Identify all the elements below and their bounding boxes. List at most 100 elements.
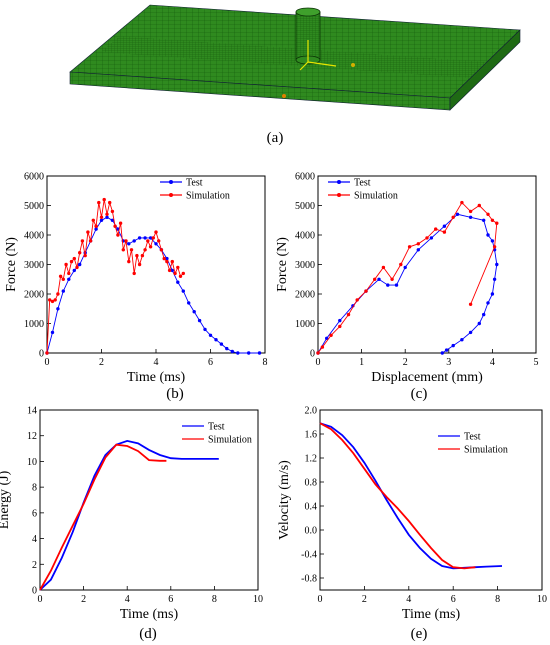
data-point-test	[78, 262, 82, 267]
data-point-simulation	[373, 277, 377, 281]
data-point-simulation	[91, 218, 96, 222]
x-tick-label: 8	[495, 594, 500, 605]
x-tick-label: 0	[38, 594, 43, 605]
data-point-simulation	[110, 209, 115, 214]
x-tick-label: 1	[359, 357, 364, 368]
data-point-simulation	[108, 200, 112, 205]
x-tick-label: 6	[208, 357, 213, 368]
x-axis-label: Displacement (mm)	[371, 370, 483, 385]
data-point-test	[99, 218, 104, 222]
data-point-simulation	[127, 259, 131, 264]
x-tick-label: 3	[446, 357, 451, 368]
x-tick-label: 6	[451, 594, 456, 605]
y-tick-label: 6	[32, 508, 37, 519]
data-point-test	[154, 242, 158, 246]
series-line-test	[39, 439, 219, 591]
y-tick-label: 1.6	[305, 430, 318, 441]
legend-label: Test	[208, 422, 225, 433]
data-point-test	[148, 236, 153, 240]
y-tick-label: 10	[27, 457, 37, 468]
data-point-simulation	[460, 200, 464, 205]
y-tick-label: 0.8	[305, 478, 318, 489]
data-point-simulation	[135, 253, 139, 258]
x-tick-label: 0	[45, 357, 50, 368]
data-point-test	[442, 224, 447, 228]
x-tick-label: 2	[362, 594, 367, 605]
data-point-test	[50, 330, 55, 335]
x-tick-label: 8	[212, 594, 217, 605]
y-tick-label: 3000	[24, 260, 44, 271]
data-point-test	[56, 307, 60, 311]
data-point-simulation	[477, 203, 481, 208]
data-point-simulation	[355, 298, 359, 302]
y-tick-label: 4000	[295, 231, 315, 242]
data-point-simulation	[157, 239, 161, 243]
data-point-simulation	[490, 218, 495, 222]
y-tick-label: 5000	[295, 201, 315, 212]
data-point-test	[394, 283, 399, 287]
data-point-test	[486, 301, 490, 305]
x-tick-label: 4	[125, 594, 130, 605]
data-point-test	[225, 346, 229, 351]
y-tick-label: 5000	[24, 201, 44, 212]
chart-force-time: 0 2 4 6 8 0 1000 2000 3000 4000 5000 6000 Time (ms) F…	[4, 172, 268, 386]
data-point-simulation	[50, 299, 55, 304]
y-tick-label: 4	[32, 534, 37, 545]
data-point-simulation	[105, 212, 109, 216]
data-point-simulation	[99, 215, 104, 219]
data-point-test	[477, 321, 481, 326]
data-point-simulation	[173, 271, 177, 276]
y-tick-label: 0	[39, 349, 44, 360]
data-point-simulation	[167, 268, 172, 273]
y-axis-label: Force (N)	[275, 237, 290, 292]
data-point-simulation	[132, 271, 136, 276]
panel-c-caption: (c)	[411, 386, 428, 402]
data-point-test	[203, 327, 207, 332]
data-point-simulation	[492, 245, 497, 249]
data-point-simulation	[425, 236, 429, 240]
legend-label: Test	[186, 178, 203, 189]
data-point-simulation	[178, 274, 183, 278]
x-tick-label: 6	[168, 594, 173, 605]
data-point-simulation	[338, 324, 342, 329]
y-tick-label: 0	[310, 349, 315, 360]
data-point-test	[490, 239, 495, 243]
x-axis-label: Time (ms)	[402, 607, 461, 622]
data-point-test	[325, 336, 329, 340]
y-tick-label: 2000	[24, 290, 44, 301]
data-point-test	[132, 239, 136, 243]
series-line-simulation	[319, 422, 476, 570]
data-point-test	[416, 248, 420, 252]
data-point-simulation	[75, 265, 79, 270]
y-tick-label: 2000	[295, 290, 315, 301]
data-point-simulation	[181, 271, 185, 276]
x-tick-label: 5	[534, 357, 539, 368]
data-point-test	[451, 343, 455, 348]
data-point-test	[192, 310, 196, 314]
series-line-simulation	[317, 201, 498, 354]
data-point-simulation	[64, 262, 68, 267]
data-point-simulation	[58, 274, 63, 278]
data-point-test	[236, 351, 240, 355]
legend-marker	[169, 193, 173, 197]
panel-b-caption: (b)	[166, 386, 184, 402]
data-point-test	[197, 318, 202, 323]
data-point-simulation	[434, 227, 438, 231]
data-point-simulation	[72, 256, 77, 261]
y-tick-label: 2	[32, 560, 37, 571]
data-point-simulation	[69, 259, 74, 264]
data-point-test	[444, 348, 449, 352]
legend-label: Test	[464, 432, 481, 443]
data-point-simulation	[381, 265, 386, 270]
x-tick-label: 0	[318, 594, 323, 605]
data-point-simulation	[97, 200, 101, 205]
data-point-test	[219, 342, 224, 346]
data-point-test	[429, 236, 434, 240]
data-point-simulation	[45, 351, 49, 355]
data-point-simulation	[94, 224, 98, 228]
panel-a-caption: (a)	[267, 130, 284, 146]
y-tick-label: 6000	[295, 172, 315, 183]
data-point-test	[137, 236, 142, 240]
data-point-test	[170, 268, 174, 273]
data-point-simulation	[346, 312, 351, 317]
